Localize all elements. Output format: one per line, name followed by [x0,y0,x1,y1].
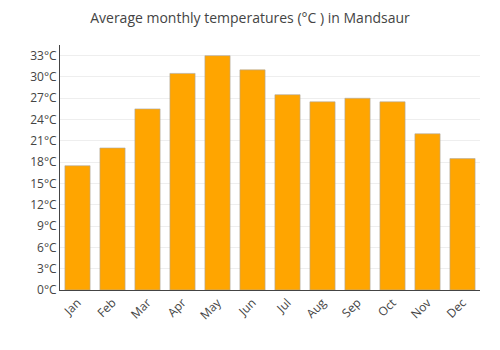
svg-text:12°C: 12°C [30,196,57,213]
svg-text:3°C: 3°C [37,260,57,277]
svg-text:15°C: 15°C [30,175,57,192]
svg-text:Mar: Mar [127,294,155,322]
svg-text:30°C: 30°C [30,68,57,85]
svg-text:Nov: Nov [407,294,435,322]
svg-text:Jan: Jan [60,294,85,319]
svg-text:24°C: 24°C [30,111,57,128]
svg-text:21°C: 21°C [30,132,57,149]
svg-text:0°C: 0°C [37,281,57,298]
svg-text:18°C: 18°C [30,153,57,170]
svg-text:Dec: Dec [443,294,470,321]
svg-text:Oct: Oct [374,294,400,320]
svg-text:33°C: 33°C [30,47,57,64]
svg-text:May: May [196,294,225,323]
svg-text:Feb: Feb [93,294,119,320]
svg-text:Aug: Aug [302,294,330,322]
svg-text:Average monthly temperatures (: Average monthly temperatures (°C ) in Ma… [90,8,410,27]
svg-text:Jun: Jun [234,294,259,319]
svg-text:9°C: 9°C [37,217,57,234]
svg-text:Apr: Apr [164,294,190,320]
svg-text:Jul: Jul [272,294,294,316]
svg-text:27°C: 27°C [30,89,57,106]
svg-text:6°C: 6°C [37,239,57,256]
svg-text:Sep: Sep [338,294,365,321]
